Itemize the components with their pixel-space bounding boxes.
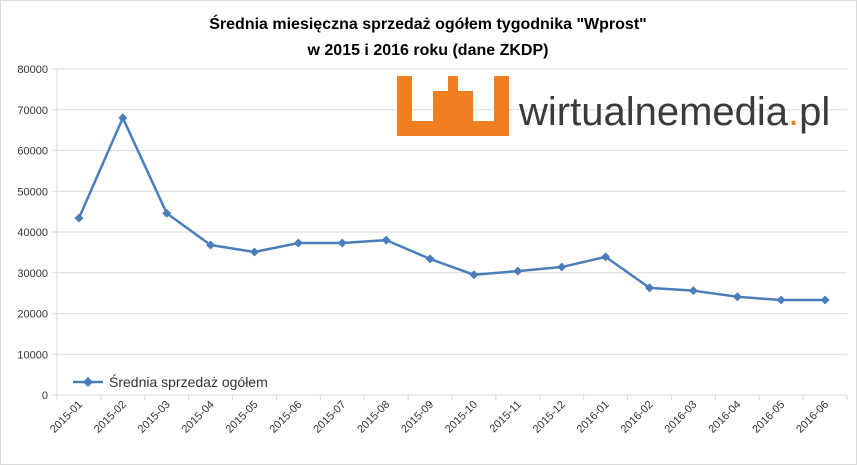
x-tick-label: 2015-02 xyxy=(92,399,129,436)
gridlines xyxy=(56,68,847,396)
y-tick-label: 40000 xyxy=(17,227,48,239)
data-point xyxy=(206,240,216,250)
data-point xyxy=(513,266,523,276)
x-tick-label: 2016-04 xyxy=(706,399,743,436)
x-tick-label: 2015-12 xyxy=(531,399,568,436)
y-tick-label: 20000 xyxy=(17,309,48,321)
data-point xyxy=(469,270,479,280)
x-tick-label: 2015-05 xyxy=(224,399,261,436)
data-point xyxy=(250,247,259,257)
x-tick-label: 2015-08 xyxy=(355,399,392,436)
y-tick-label: 50000 xyxy=(17,186,48,198)
legend-marker xyxy=(83,377,93,387)
series-line xyxy=(77,116,826,302)
y-tick-label: 70000 xyxy=(17,105,48,117)
x-tick-label: 2015-07 xyxy=(311,399,348,436)
x-tick-label: 2016-03 xyxy=(662,399,699,436)
logo-text-dot: . xyxy=(788,90,799,134)
y-axis-ticks: 0 10000 20000 30000 40000 50000 60000 70000 8000… xyxy=(17,64,57,402)
data-point xyxy=(381,235,391,245)
x-tick-label: 2016-02 xyxy=(619,399,656,436)
logo-text: wirtualnemedia.pl xyxy=(518,90,830,134)
legend: Średnia sprzedaż ogółem xyxy=(73,373,268,390)
y-tick-label: 30000 xyxy=(17,268,48,280)
data-point xyxy=(776,295,786,305)
x-tick-label: 2015-06 xyxy=(267,399,304,436)
data-point xyxy=(688,286,698,296)
x-tick-label: 2016-06 xyxy=(794,399,831,436)
series-layer xyxy=(74,113,830,305)
data-point xyxy=(118,113,128,123)
x-tick-label: 2015-09 xyxy=(399,399,436,436)
data-point xyxy=(820,295,830,305)
x-tick-label: 2015-04 xyxy=(180,399,217,436)
y-tick-label: 80000 xyxy=(17,64,48,76)
x-tick-label: 2016-01 xyxy=(575,399,612,436)
data-point xyxy=(645,283,654,293)
x-tick-label: 2015-11 xyxy=(487,399,523,435)
x-tick-label: 2015-01 xyxy=(48,399,85,436)
data-point xyxy=(162,208,172,218)
logo-text-main: wirtualnemedia xyxy=(518,90,789,134)
data-point xyxy=(557,262,567,272)
data-point xyxy=(732,292,742,302)
data-point xyxy=(293,238,303,248)
data-point xyxy=(601,252,611,262)
y-tick-label: 10000 xyxy=(17,349,48,361)
data-point xyxy=(425,254,435,264)
x-axis-ticks: 2015-01 2015-02 2015-03 2015-04 2015-05 2015-… xyxy=(48,395,848,436)
chart-subtitle: w 2015 i 2016 roku (dane ZKDP) xyxy=(307,42,549,59)
wirtualnemedia-logo: wirtualnemedia.pl xyxy=(397,76,830,136)
y-tick-label: 0 xyxy=(42,390,48,402)
x-tick-label: 2015-10 xyxy=(443,399,480,436)
chart-title: Średnia miesięczna sprzedaż ogółem tygod… xyxy=(209,14,647,33)
y-tick-label: 60000 xyxy=(17,146,48,158)
data-point xyxy=(74,213,84,223)
logo-text-tld: pl xyxy=(799,90,830,134)
data-point xyxy=(337,238,347,248)
legend-label: Średnia sprzedaż ogółem xyxy=(109,373,268,390)
x-tick-label: 2016-05 xyxy=(750,399,787,436)
logo-icon xyxy=(397,76,509,136)
x-tick-label: 2015-03 xyxy=(136,399,173,436)
